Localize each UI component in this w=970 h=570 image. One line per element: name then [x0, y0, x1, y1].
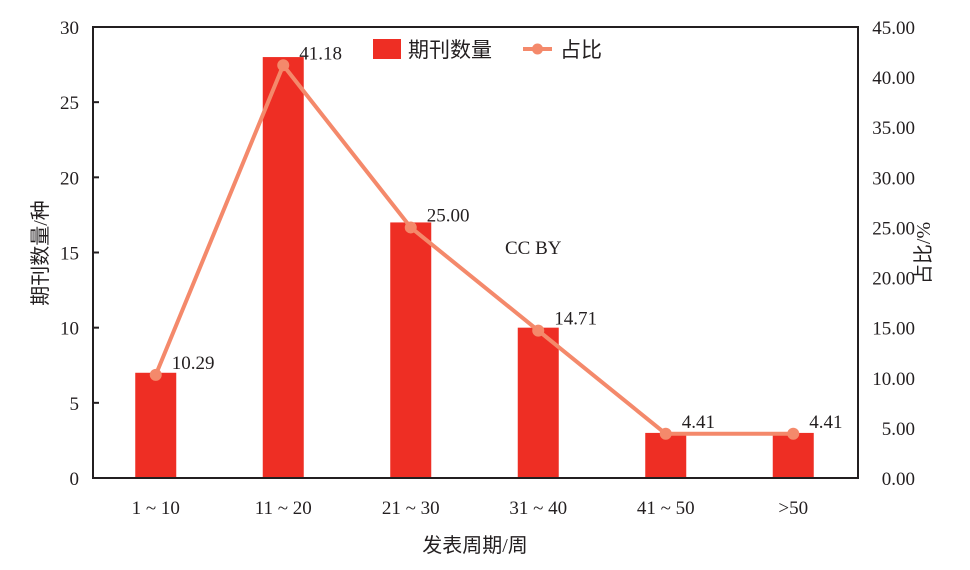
watermark-cc-by: CC BY	[505, 238, 562, 259]
y-tick-label: 20	[60, 168, 79, 189]
x-tick-label: >50	[778, 498, 808, 519]
y-right-tick-label: 45.00	[872, 18, 915, 39]
y-tick-label: 0	[70, 469, 80, 490]
ratio-line	[153, 63, 794, 436]
bar-series	[135, 57, 814, 479]
x-tick-label: 21 ~ 30	[382, 498, 440, 519]
data-label: 14.71	[554, 309, 597, 330]
x-tick-label: 41 ~ 50	[637, 498, 695, 519]
y-tick-label: 30	[60, 18, 79, 39]
y-tick-label: 25	[60, 93, 79, 114]
y-tick-label: 5	[70, 394, 80, 415]
x-axis-title: 发表周期/周	[422, 534, 528, 557]
line-marker	[787, 427, 800, 440]
legend-bar-swatch	[373, 39, 401, 59]
y-right-tick-label: 25.00	[872, 218, 915, 239]
bar	[772, 432, 814, 478]
line-marker	[149, 368, 162, 381]
line-marker	[532, 324, 545, 337]
x-tick-label: 1 ~ 10	[132, 498, 180, 519]
bar	[517, 327, 559, 478]
line-marker	[404, 221, 417, 234]
legend: 期刊数量 占比	[373, 38, 602, 62]
x-tick-label: 11 ~ 20	[255, 498, 312, 519]
data-labels: 10.29 41.18 25.00 14.71 4.41 4.41	[172, 43, 843, 433]
right-y-axis: 0.00 5.00 10.00 15.00 20.00 25.00 30.00 35.00 40…	[872, 18, 915, 490]
left-y-axis: 0 5 10 15 20 25 30	[60, 18, 99, 490]
bar	[645, 432, 687, 478]
y-right-tick-label: 0.00	[882, 469, 915, 490]
data-label: 10.29	[172, 353, 215, 374]
y-tick-label: 15	[60, 244, 79, 265]
legend-marker-icon	[532, 43, 543, 55]
y-right-tick-label: 30.00	[872, 168, 915, 189]
y-axis-title-left: 期刊数量/种	[29, 200, 52, 306]
line-series	[149, 59, 800, 440]
y-right-tick-label: 35.00	[872, 118, 915, 139]
x-tick-label: 31 ~ 40	[509, 498, 567, 519]
data-label: 4.41	[809, 412, 842, 433]
line-marker	[277, 59, 290, 72]
y-axis-title-right: 占比/%	[912, 222, 935, 284]
y-right-tick-label: 5.00	[882, 419, 915, 440]
y-right-tick-label: 20.00	[872, 269, 915, 290]
bar	[135, 372, 177, 478]
legend-label-ratio: 占比	[560, 38, 602, 62]
x-axis: 1 ~ 10 11 ~ 20 21 ~ 30 31 ~ 40 41 ~ 50 >50	[132, 498, 809, 519]
data-label: 4.41	[682, 412, 715, 433]
y-right-tick-label: 10.00	[872, 369, 915, 390]
y-right-tick-label: 15.00	[872, 319, 915, 340]
bar	[390, 222, 432, 478]
y-right-tick-label: 40.00	[872, 68, 915, 89]
y-tick-label: 10	[60, 319, 79, 340]
line-marker	[659, 427, 672, 440]
legend-label-count: 期刊数量	[408, 38, 492, 62]
bar	[262, 57, 304, 479]
data-label: 41.18	[299, 43, 342, 64]
data-label: 25.00	[427, 205, 470, 226]
